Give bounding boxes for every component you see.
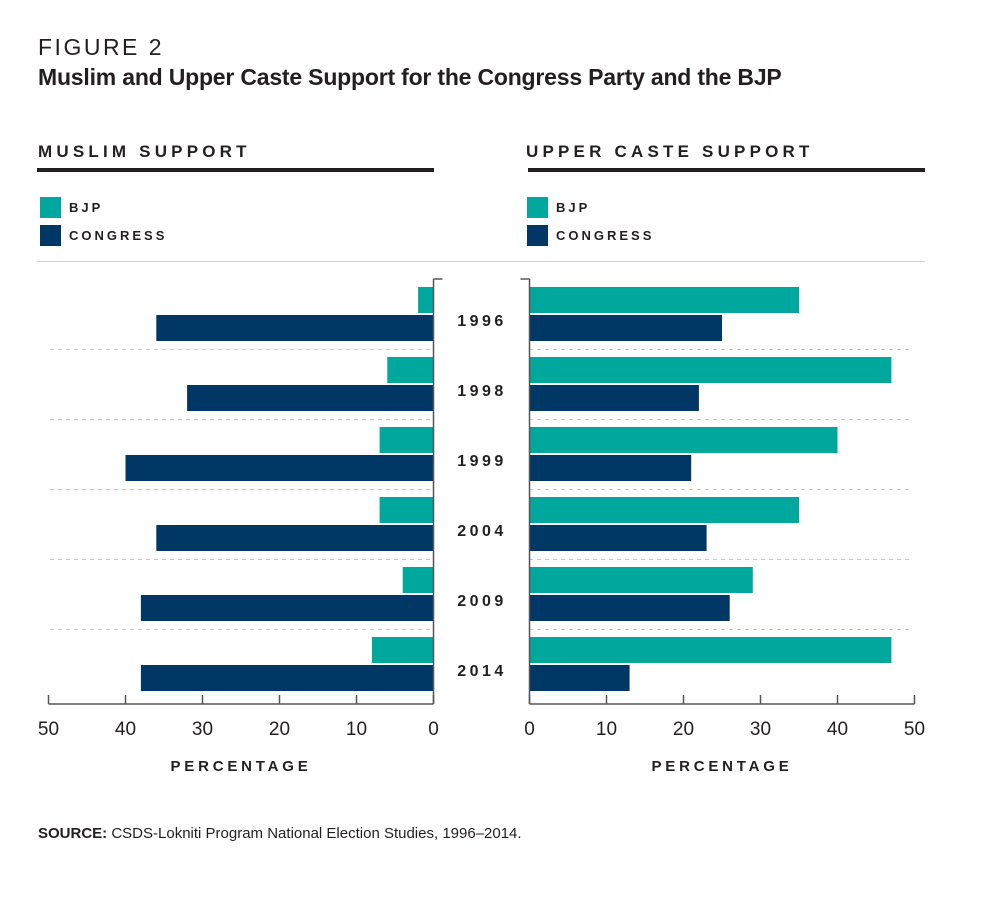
tick-label-10: 10 xyxy=(346,719,367,740)
legend-swatch-congress xyxy=(527,225,548,246)
year-label-1999: 1999 xyxy=(457,453,507,470)
congress-bar-2009 xyxy=(529,595,730,621)
tick-label-0: 0 xyxy=(524,719,535,740)
bjp-bar-1996 xyxy=(418,287,434,313)
legend-label-congress: CONGRESS xyxy=(69,228,168,243)
year-label-2014: 2014 xyxy=(457,663,507,680)
axis-title-percentage: PERCENTAGE xyxy=(651,758,792,775)
muslim-support-chart: 50 40 30 20 10 0 PERCENTAGE xyxy=(38,278,443,775)
upper-caste-support-chart: 0 10 20 30 40 50 PERCENTAGE xyxy=(520,278,925,775)
tick-label-20: 20 xyxy=(269,719,290,740)
figure-label: FIGURE 2 xyxy=(38,34,165,60)
tick-label-0: 0 xyxy=(428,719,439,740)
bjp-bar-1999 xyxy=(529,427,838,453)
tick-label-50: 50 xyxy=(904,719,925,740)
panel-title-muslim: MUSLIM SUPPORT xyxy=(38,142,251,161)
bjp-bar-2004 xyxy=(529,497,799,523)
congress-bar-2009 xyxy=(140,595,434,621)
panel-title-upper-caste: UPPER CASTE SUPPORT xyxy=(526,142,814,161)
congress-bar-1999 xyxy=(125,455,434,481)
bjp-bar-1998 xyxy=(529,357,892,383)
congress-bar-2004 xyxy=(156,525,434,551)
year-label-2004: 2004 xyxy=(457,523,507,540)
tick-label-10: 10 xyxy=(596,719,617,740)
legend-label-bjp: BJP xyxy=(69,200,104,215)
legend-swatch-congress xyxy=(40,225,61,246)
congress-bar-1998 xyxy=(529,385,699,411)
tick-label-50: 50 xyxy=(38,719,59,740)
bjp-bar-1996 xyxy=(529,287,799,313)
source-text: CSDS-Lokniti Program National Election S… xyxy=(107,825,522,842)
tick-label-40: 40 xyxy=(827,719,848,740)
bjp-bar-1999 xyxy=(379,427,434,453)
tick-label-30: 30 xyxy=(750,719,771,740)
bjp-bar-2014 xyxy=(371,637,434,663)
congress-bar-1998 xyxy=(187,385,434,411)
year-label-2009: 2009 xyxy=(457,593,507,610)
tick-label-30: 30 xyxy=(192,719,213,740)
year-label-1998: 1998 xyxy=(457,383,507,400)
bjp-bar-2009 xyxy=(402,567,434,593)
legend-swatch-bjp xyxy=(40,197,61,218)
legend-divider xyxy=(37,261,925,262)
legend-label-bjp: BJP xyxy=(556,200,591,215)
tick-label-40: 40 xyxy=(115,719,136,740)
congress-bar-1996 xyxy=(529,315,722,341)
year-label-1996: 1996 xyxy=(457,313,507,330)
congress-bar-1996 xyxy=(156,315,434,341)
panel-rule-upper-caste xyxy=(528,168,925,172)
tick-label-20: 20 xyxy=(673,719,694,740)
bjp-bar-2014 xyxy=(529,637,892,663)
bjp-bar-2004 xyxy=(379,497,434,523)
axis-title-percentage: PERCENTAGE xyxy=(170,758,311,775)
bjp-bar-2009 xyxy=(529,567,753,593)
congress-bar-2014 xyxy=(140,665,434,691)
bjp-bar-1998 xyxy=(387,357,434,383)
panel-rule-muslim xyxy=(37,168,434,172)
source-note: SOURCE: CSDS-Lokniti Program National El… xyxy=(38,825,522,842)
legend-swatch-bjp xyxy=(527,197,548,218)
source-label: SOURCE: xyxy=(38,825,108,842)
congress-bar-1999 xyxy=(529,455,692,481)
figure-title: Muslim and Upper Caste Support for the C… xyxy=(38,64,782,90)
congress-bar-2014 xyxy=(529,665,630,691)
congress-bar-2004 xyxy=(529,525,707,551)
legend-label-congress: CONGRESS xyxy=(556,228,655,243)
